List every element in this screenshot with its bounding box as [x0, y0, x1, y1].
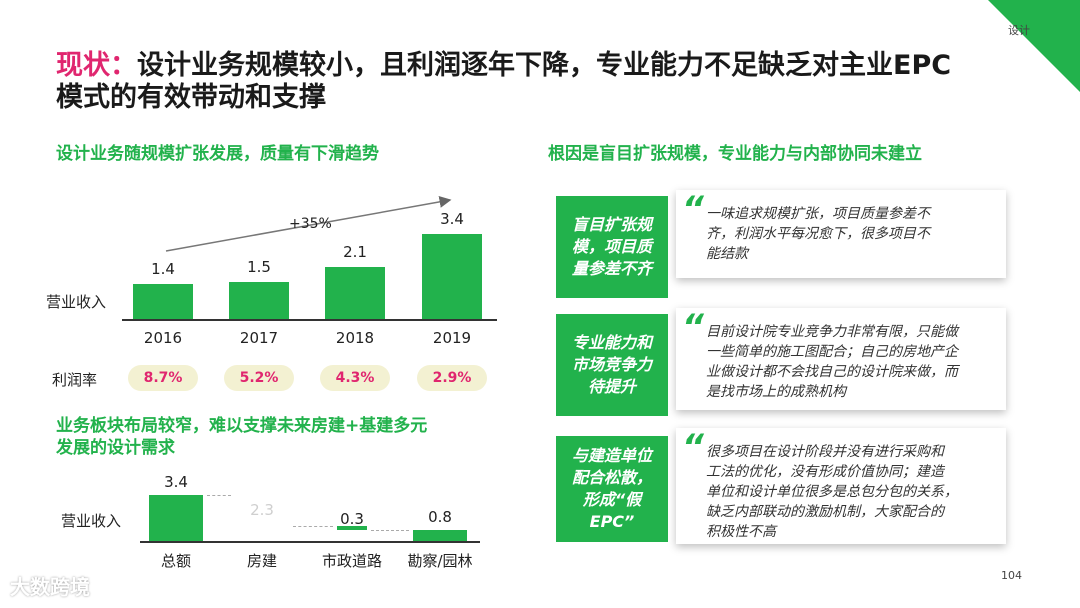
segment-value-label: 0.3 [340, 510, 364, 529]
root-cause-box-line: 形成“假 [582, 490, 642, 509]
segment-value-label: 2.3 [250, 501, 274, 519]
root-cause-box-line: 配合松散， [571, 468, 652, 487]
segment-bar [413, 530, 467, 541]
connector-dash [371, 530, 409, 532]
quote-line: 是找市场上的成熟机构 [706, 384, 846, 400]
segment-bar [235, 495, 289, 527]
year-tick-label: 2018 [335, 329, 375, 347]
business-scope-title-line1: 业务板块布局较窄，难以支撑未来房建+基建多元 [56, 416, 428, 436]
quote-card: “目前设计院专业竞争力非常有限，只能做 一些简单的施工图配合；自己的房地产企 业做设… [676, 308, 1006, 410]
segment-value-label: 0.8 [428, 508, 452, 527]
connector-dash [207, 495, 231, 496]
business-scope-title: 业务板块布局较窄，难以支撑未来房建+基建多元 发展的设计需求 [56, 415, 427, 459]
root-cause-box-text: 与建造单位配合松散， 形成“假 EPC” [572, 445, 652, 533]
quote-mark-icon: “ [682, 189, 704, 229]
growth-label: +35% [289, 216, 332, 232]
root-cause-box-line: 待提升 [587, 377, 636, 396]
title-line1: 设计业务规模较小，且利润逐年下降，专业能力不足缺乏对主业EPC [137, 50, 952, 81]
revenue-bar [133, 284, 193, 319]
quote-line: 很多项目在设计阶段并没有进行采购和 [706, 444, 944, 460]
segment-category-label: 市政道路 [321, 552, 382, 570]
quote-line: 缺乏内部联动的激励机制，大家配合的 [706, 504, 944, 520]
segment-category-label: 房建 [246, 552, 277, 570]
root-cause-box-line: 盲目扩张规 [571, 215, 652, 234]
year-tick-label: 2019 [432, 329, 472, 347]
root-cause-box: 盲目扩张规模，项目质量参差不齐 [556, 196, 668, 298]
chart1-axis [122, 319, 497, 321]
root-cause-box-line: 市场竞争力 [571, 355, 652, 374]
segment-bar [337, 526, 367, 531]
segment-category-label: 勘察/园林 [407, 552, 473, 570]
page-number: 104 [1001, 569, 1022, 582]
revenue-bar [325, 266, 385, 319]
root-cause-box-text: 专业能力和市场竞争力待提升 [572, 332, 652, 398]
quote-mark-icon: “ [682, 307, 704, 347]
revenue-bar [422, 234, 482, 319]
revenue-value-label: 1.5 [247, 257, 271, 276]
quote-line: 能结款 [706, 246, 748, 262]
profit-rate-pill: 8.7% [128, 365, 198, 391]
revenue-value-label: 1.4 [151, 260, 175, 278]
quote-text: 一味追求规模扩张，项目质量参差不 齐，利润水平每况愈下，很多项目不 能结款 [706, 204, 1002, 264]
chart2-axis [140, 541, 480, 543]
profit-rate-label: 利润率 [52, 371, 98, 389]
year-tick-label: 2016 [143, 329, 183, 347]
revenue-value-label: 3.4 [440, 210, 464, 228]
root-cause-box-text: 盲目扩张规模，项目质量参差不齐 [572, 214, 652, 280]
quote-line: 工法的优化，没有形成价值协同；建造 [706, 464, 944, 480]
segment-category-label: 总额 [160, 552, 191, 570]
quote-line: 业做设计都不会找自己的设计院来做，而 [706, 364, 958, 380]
quote-mark-icon: “ [682, 427, 704, 467]
quote-line: 一味追求规模扩张，项目质量参差不 [706, 206, 930, 222]
root-cause-box-line: 模，项目质 [571, 237, 652, 256]
quote-line: 积极性不高 [706, 524, 776, 540]
corner-decoration [988, 0, 1080, 92]
quote-line: 齐，利润水平每况愈下，很多项目不 [706, 226, 930, 242]
quote-line: 单位和设计单位很多是总包分包的关系， [706, 484, 958, 500]
quote-text: 很多项目在设计阶段并没有进行采购和 工法的优化，没有形成价值协同；建造 单位和设计单… [706, 442, 1002, 542]
watermark: 大数跨境 [10, 575, 90, 599]
profit-rate-pill: 5.2% [224, 365, 294, 391]
revenue-ylabel: 营业收入 [46, 293, 107, 311]
root-cause-box: 与建造单位配合松散， 形成“假 EPC” [556, 436, 668, 542]
quote-text: 目前设计院专业竞争力非常有限，只能做 一些简单的施工图配合；自己的房地产企 业做设计… [706, 322, 1002, 402]
title-prefix: 现状： [56, 50, 137, 81]
root-cause-box-line: EPC” [589, 512, 635, 531]
segment-value-label: 3.4 [164, 473, 188, 491]
profit-rate-pill: 2.9% [417, 365, 487, 391]
segment-ylabel: 营业收入 [61, 512, 122, 530]
quote-card: “很多项目在设计阶段并没有进行采购和 工法的优化，没有形成价值协同；建造 单位和设计… [676, 428, 1006, 544]
year-tick-label: 2017 [239, 329, 279, 347]
quote-line: 一些简单的施工图配合；自己的房地产企 [706, 344, 958, 360]
root-cause-box: 专业能力和市场竞争力待提升 [556, 314, 668, 416]
corner-label: 设计 [1008, 24, 1030, 37]
root-cause-title: 根因是盲目扩张规模，专业能力与内部协同未建立 [548, 144, 922, 164]
quote-card: “一味追求规模扩张，项目质量参差不 齐，利润水平每况愈下，很多项目不 能结款 [676, 190, 1006, 278]
profit-rate-pill: 4.3% [320, 365, 390, 391]
root-cause-box-line: 与建造单位 [571, 446, 652, 465]
title-line2: 模式的有效带动和支撑 [56, 82, 326, 113]
revenue-bar [229, 281, 289, 319]
quote-line: 目前设计院专业竞争力非常有限，只能做 [706, 324, 958, 340]
business-scope-title-line2: 发展的设计需求 [56, 438, 175, 458]
revenue-value-label: 2.1 [343, 242, 367, 261]
revenue-trend-title: 设计业务随规模扩张发展，质量有下滑趋势 [56, 144, 379, 164]
root-cause-box-line: 专业能力和 [571, 333, 652, 352]
connector-dash [293, 526, 333, 528]
page-title: 现状：设计业务规模较小，且利润逐年下降，专业能力不足缺乏对主业EPC 模式的有效… [56, 50, 1036, 114]
root-cause-box-line: 量参差不齐 [571, 259, 652, 278]
growth-arrow [165, 195, 452, 252]
segment-bar [149, 495, 203, 541]
